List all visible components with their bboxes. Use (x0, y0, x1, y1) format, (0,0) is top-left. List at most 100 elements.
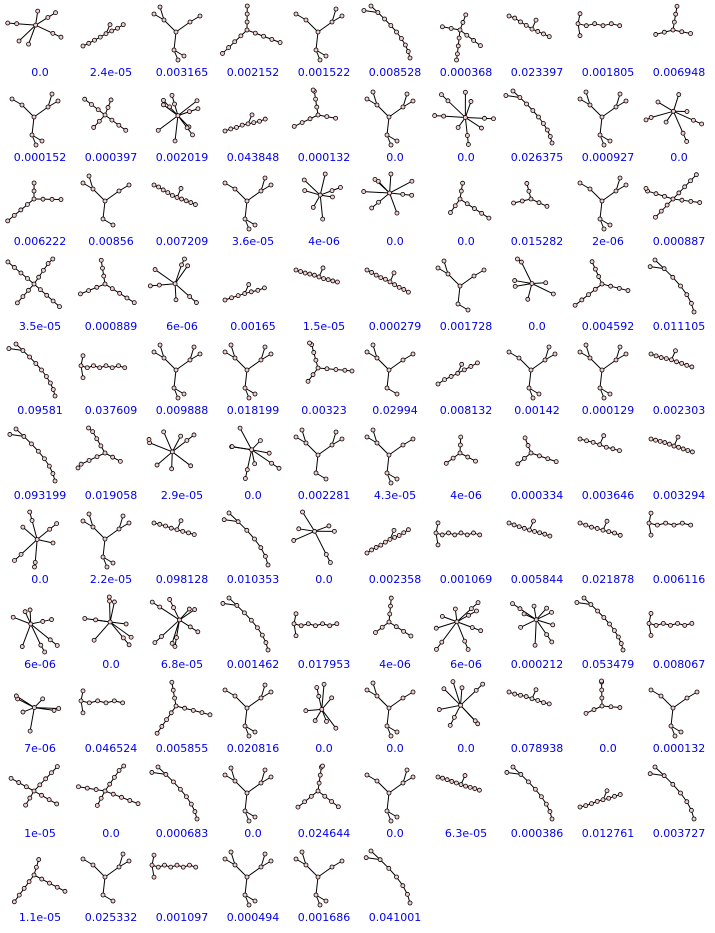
score-label: 1.1e-05 (4, 911, 76, 924)
graph-node (87, 426, 91, 430)
graph-node (188, 863, 192, 867)
graph-node (247, 282, 251, 286)
graph-node (117, 527, 121, 531)
graph-node (170, 449, 174, 453)
graph-node (299, 269, 303, 273)
score-label: 0.003727 (643, 827, 715, 840)
graph-node (147, 437, 151, 441)
graph-node (550, 141, 554, 145)
score-label: 0.0 (288, 573, 360, 586)
graph-drawing (501, 678, 573, 740)
graph-node (598, 386, 602, 390)
graph-node (40, 877, 44, 881)
graph-node (121, 701, 125, 705)
graph-node (679, 284, 683, 288)
graph-node (478, 533, 482, 537)
graph-node (469, 364, 473, 368)
graph-node (656, 100, 660, 104)
graph-node (592, 708, 596, 712)
graph-node (170, 93, 174, 97)
graph-node (411, 352, 415, 356)
graph-node (671, 28, 675, 32)
graph-cell: 0.001686 (288, 847, 360, 933)
graph-drawing (146, 847, 218, 909)
graph-node (676, 435, 680, 439)
score-label: 6e-06 (146, 320, 218, 333)
graph-node (680, 361, 684, 365)
graph-node (263, 345, 267, 349)
score-label: 3.5e-05 (4, 320, 76, 333)
graph-node (401, 192, 405, 196)
score-label: 0.023397 (501, 66, 573, 79)
graph-node (466, 142, 470, 146)
graph-drawing (4, 594, 76, 656)
graph-node (383, 540, 387, 544)
graph-node (618, 176, 622, 180)
graph-node (38, 782, 42, 786)
score-label: 0.008132 (430, 404, 502, 417)
graph-drawing (146, 425, 218, 487)
graph-node (600, 688, 604, 692)
score-label: 0.001805 (572, 66, 644, 79)
graph-node (608, 139, 612, 143)
graph-node (324, 477, 328, 481)
graph-node (517, 356, 521, 360)
graph-node (385, 133, 389, 137)
graph-cell: 0.015282 (501, 171, 573, 257)
graph-node (152, 183, 156, 187)
graph-node (482, 116, 486, 120)
graph-node (608, 223, 612, 227)
graph-node (188, 294, 192, 298)
graph-edge (174, 370, 176, 388)
graph-node (609, 284, 613, 288)
graph-node (649, 115, 653, 119)
graph-node (236, 520, 240, 524)
graph-node (98, 366, 102, 370)
graph-node (673, 349, 677, 353)
graph-cell: 0.043848 (217, 87, 289, 173)
graph-node (192, 432, 196, 436)
graph-edge (37, 539, 53, 543)
graph-node (658, 439, 662, 443)
graph-node (51, 298, 55, 302)
graph-edge (178, 100, 197, 115)
graph-node (545, 632, 549, 636)
graph-edge (235, 358, 247, 370)
score-label: 0.0 (217, 827, 289, 840)
graph-node (51, 388, 55, 392)
graph-node (44, 375, 48, 379)
score-label: 0.000129 (572, 404, 644, 417)
graph-node (689, 523, 693, 527)
graph-node (59, 198, 63, 202)
graph-node (649, 533, 653, 537)
graph-node (544, 802, 548, 806)
graph-node (527, 189, 531, 193)
graph-node (44, 776, 48, 780)
graph-drawing (217, 509, 289, 571)
graph-node (36, 449, 40, 453)
graph-node (322, 276, 326, 280)
graph-node (434, 647, 438, 651)
graph-node (313, 623, 317, 627)
graph-drawing (501, 340, 573, 402)
graph-node (189, 802, 193, 806)
graph-node (406, 528, 410, 532)
graph-node (48, 637, 52, 641)
graph-node (605, 788, 609, 792)
graph-node (170, 193, 174, 197)
graph-node (330, 195, 334, 199)
graph-node (596, 609, 600, 613)
graph-node (42, 456, 46, 460)
graph-edge (465, 117, 481, 128)
graph-node (104, 32, 108, 36)
graph-cell: 0.005844 (501, 509, 573, 595)
graph-node (392, 528, 396, 532)
graph-node (614, 189, 618, 193)
graph-cell: 0.0 (643, 87, 715, 173)
graph-node (512, 201, 516, 205)
graph-node (664, 357, 668, 361)
graph-node (182, 257, 186, 261)
graph-node (259, 781, 263, 785)
graph-node (32, 706, 36, 710)
graph-node (522, 526, 526, 530)
